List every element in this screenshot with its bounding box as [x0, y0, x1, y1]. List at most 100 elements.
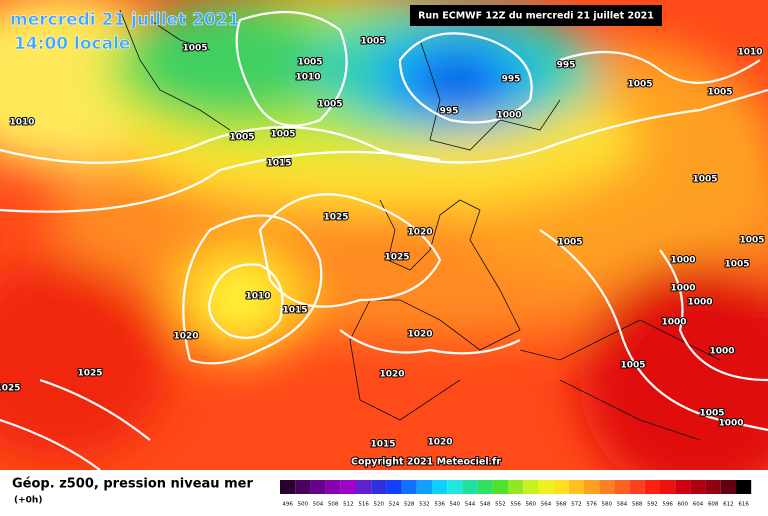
scale-cell — [523, 480, 539, 494]
isobar-label: 1005 — [229, 133, 254, 143]
scale-label: 516 — [358, 502, 369, 508]
scale-label: 500 — [298, 502, 309, 508]
scale-cell — [675, 480, 691, 494]
isobar-label: 1005 — [317, 100, 342, 110]
footer-title: Géop. z500, pression niveau mer — [12, 477, 253, 492]
isobar-label: 1025 — [77, 369, 102, 379]
scale-label: 508 — [328, 502, 339, 508]
isobar-label: 1000 — [718, 419, 743, 429]
scale-label: 520 — [374, 502, 385, 508]
scale-label: 568 — [556, 502, 567, 508]
isobar-label: 1000 — [687, 298, 712, 308]
scale-label: 564 — [541, 502, 552, 508]
isobar-label: 1000 — [496, 111, 521, 121]
scale-cell — [401, 480, 417, 494]
scale-label: 496 — [282, 502, 293, 508]
scale-cell — [416, 480, 432, 494]
scale-cell — [432, 480, 448, 494]
color-scale: 496 500 504 508 512 516 520 524 528 532 536 540 544 5… — [280, 480, 752, 508]
scale-label: 588 — [632, 502, 643, 508]
scale-label: 536 — [434, 502, 445, 508]
scale-cell — [553, 480, 569, 494]
scale-cell — [386, 480, 402, 494]
isobar-label: 1005 — [557, 238, 582, 248]
map-date: mercredi 21 juillet 2021 — [10, 10, 239, 30]
scale-label: 576 — [586, 502, 597, 508]
isobar-label: 1000 — [670, 256, 695, 266]
scale-cell — [660, 480, 676, 494]
scale-label: 612 — [723, 502, 734, 508]
scale-cell — [720, 480, 736, 494]
isobar-label: 1025 — [384, 253, 409, 263]
field-background — [0, 0, 768, 500]
scale-cell — [340, 480, 356, 494]
scale-cell — [371, 480, 387, 494]
scale-cell — [492, 480, 508, 494]
isobar-label: 1005 — [297, 58, 322, 68]
isobar-label: 995 — [557, 61, 576, 71]
scale-label: 604 — [693, 502, 704, 508]
isobar-label: 1010 — [737, 48, 762, 58]
scale-cell — [310, 480, 326, 494]
isobar-label: 1000 — [670, 284, 695, 294]
isobar-label: 1020 — [379, 370, 404, 380]
scale-label: 584 — [617, 502, 628, 508]
copyright: Copyright 2021 Meteociel.fr — [351, 457, 501, 468]
scale-cell — [508, 480, 524, 494]
run-box — [410, 5, 662, 26]
scale-label: 544 — [465, 502, 476, 508]
run-info: Run ECMWF 12Z du mercredi 21 juillet 202… — [418, 11, 654, 22]
isobar-label: 1005 — [270, 130, 295, 140]
scale-cell — [644, 480, 660, 494]
scale-label: 532 — [419, 502, 430, 508]
scale-cell — [356, 480, 372, 494]
scale-label: 528 — [404, 502, 415, 508]
isobars — [0, 10, 768, 471]
isobar-label: 1005 — [699, 409, 724, 419]
isobar-label: 1005 — [724, 260, 749, 270]
isobar-label: 1005 — [707, 88, 732, 98]
scale-cell — [599, 480, 615, 494]
isobar-label: 1020 — [407, 330, 432, 340]
scale-label: 600 — [678, 502, 689, 508]
isobar-label: 1005 — [620, 361, 645, 371]
scale-cell — [705, 480, 721, 494]
isobar-label: 1015 — [370, 440, 395, 450]
isobar-label: 995 — [440, 107, 459, 117]
isobar-label: 1010 — [9, 118, 34, 128]
isobar-label: 1025 — [323, 213, 348, 223]
footer-lead: (+0h) — [14, 496, 42, 506]
scale-cell — [736, 480, 752, 494]
coastlines — [119, 9, 721, 441]
isobar-label: 1005 — [360, 37, 385, 47]
scale-cell — [614, 480, 630, 494]
scale-label: 560 — [526, 502, 537, 508]
isobar-label: 1010 — [295, 73, 320, 83]
isobar-label: 1000 — [709, 347, 734, 357]
scale-label: 616 — [738, 502, 749, 508]
scale-cell — [568, 480, 584, 494]
scale-cell — [295, 480, 311, 494]
scale-label: 580 — [602, 502, 613, 508]
scale-cell — [690, 480, 706, 494]
isobar-label: 1015 — [266, 159, 291, 169]
scale-label: 512 — [343, 502, 354, 508]
scale-cell — [629, 480, 645, 494]
isobar-label: 995 — [502, 75, 521, 85]
scale-label: 504 — [313, 502, 324, 508]
isobar-label: 1020 — [427, 438, 452, 448]
scale-cell — [462, 480, 478, 494]
map-time: 14:00 locale — [14, 34, 130, 54]
isobar-label: 1005 — [627, 80, 652, 90]
scale-label: 572 — [571, 502, 582, 508]
isobar-label: 1000 — [661, 318, 686, 328]
scale-cell — [447, 480, 463, 494]
isobar-label: 1005 — [182, 44, 207, 54]
isobar-label: 1005 — [739, 236, 764, 246]
scale-label: 552 — [495, 502, 506, 508]
scale-label: 592 — [647, 502, 658, 508]
isobar-label: 1020 — [173, 332, 198, 342]
scale-label: 540 — [450, 502, 461, 508]
scale-label: 596 — [662, 502, 673, 508]
